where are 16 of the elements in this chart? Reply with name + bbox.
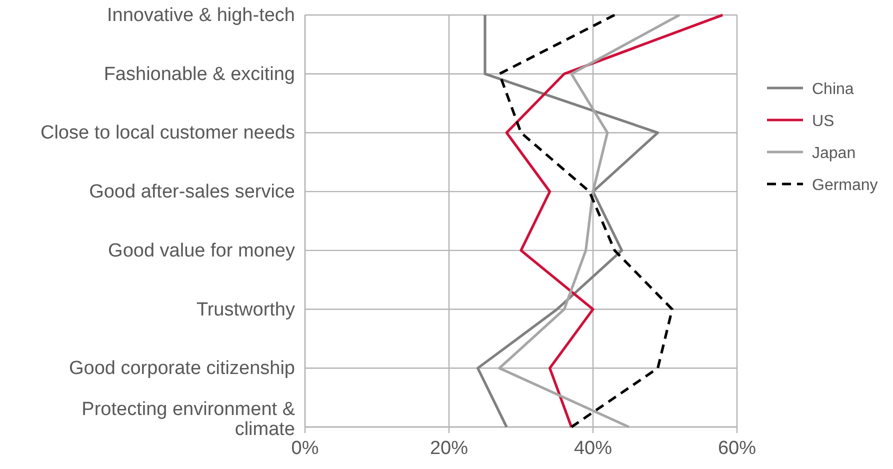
y-tick-label: Trustworthy: [196, 299, 296, 320]
y-tick-label: Protecting environment & climate: [82, 399, 296, 440]
y-tick-label: Close to local customer needs: [40, 122, 295, 144]
y-tick-label: Innovative & high-tech: [106, 5, 295, 26]
x-tick-label: 0%: [291, 438, 319, 459]
x-tick-label: 20%: [430, 438, 468, 459]
x-tick-label: 60%: [718, 438, 756, 459]
legend-label: Japan: [812, 145, 856, 162]
legend-label: China: [812, 81, 854, 98]
legend-label: US: [812, 113, 834, 130]
y-tick-label: Fashionable & exciting: [104, 64, 295, 85]
y-tick-label: Good value for money: [108, 240, 296, 262]
x-tick-label: 40%: [574, 438, 612, 459]
legend-label: Germany: [812, 177, 878, 194]
y-tick-label: Good after-sales service: [89, 182, 295, 203]
y-tick-label: Good corporate citizenship: [68, 358, 295, 380]
